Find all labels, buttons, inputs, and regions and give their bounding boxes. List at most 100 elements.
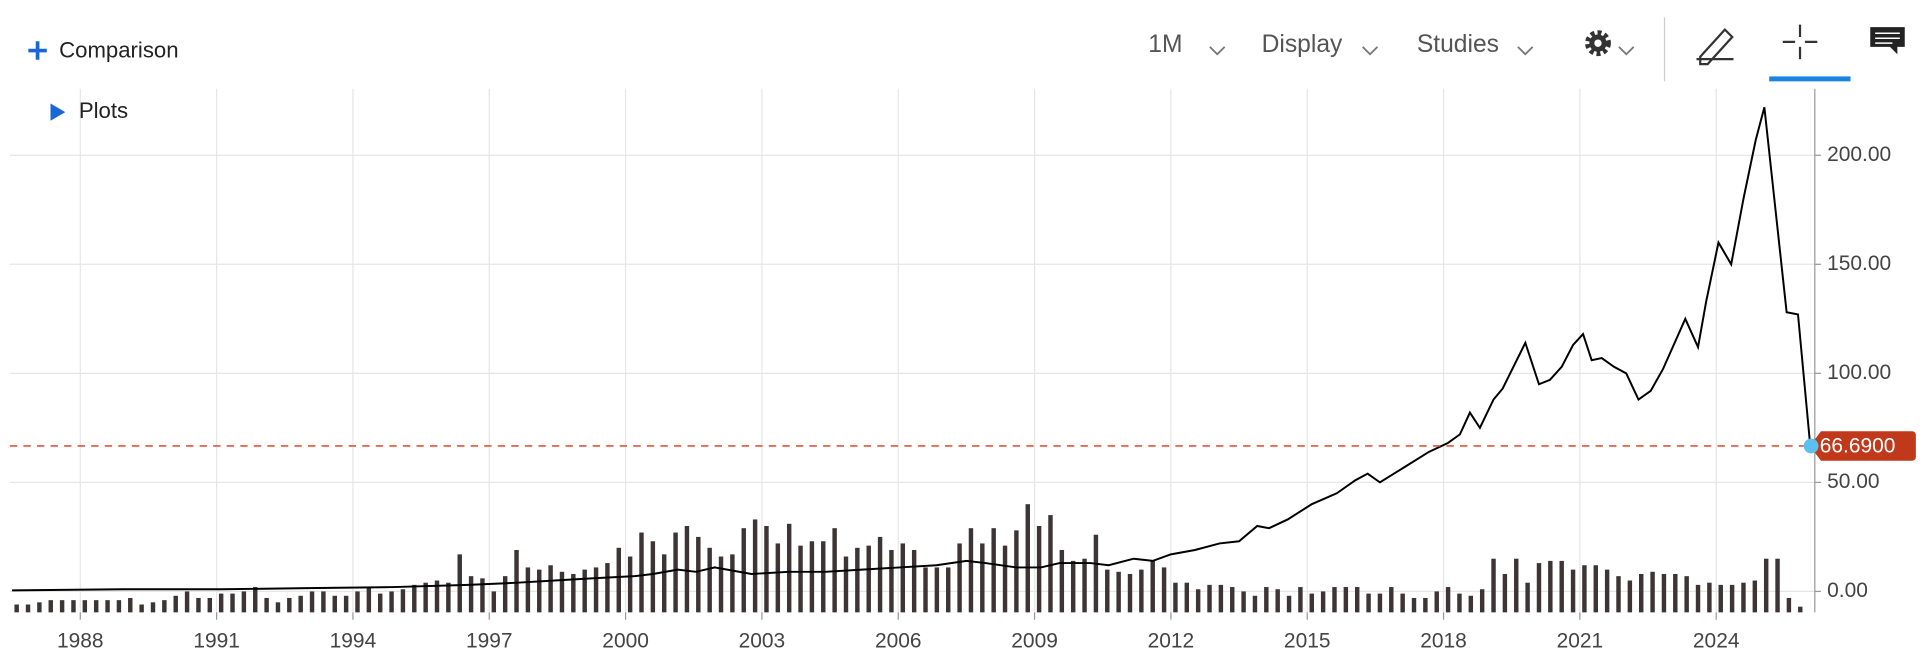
volume-bar bbox=[775, 543, 781, 613]
volume-bar bbox=[548, 565, 553, 613]
volume-bar bbox=[457, 554, 462, 613]
volume-bar bbox=[1048, 515, 1053, 613]
plots-toggle[interactable]: Plots bbox=[50, 98, 129, 123]
volume-bar bbox=[786, 523, 792, 613]
studies-button[interactable]: Studies bbox=[1417, 31, 1499, 58]
volume-bar bbox=[639, 532, 644, 613]
volume-bar bbox=[1070, 560, 1076, 613]
volume-bar bbox=[571, 573, 576, 613]
volume-bar bbox=[696, 536, 701, 613]
volume-bar bbox=[184, 591, 190, 613]
volume-bar bbox=[900, 543, 906, 613]
volume-bar bbox=[889, 549, 894, 613]
x-tick-label: 1994 bbox=[330, 629, 377, 652]
volume-bar bbox=[1514, 558, 1519, 613]
volume-bar bbox=[1343, 587, 1349, 613]
interval-button[interactable]: 1M bbox=[1148, 31, 1182, 58]
volume-bar bbox=[491, 591, 497, 613]
volume-bar bbox=[980, 543, 985, 613]
volume-bar bbox=[82, 600, 88, 613]
volume-bar bbox=[809, 541, 815, 613]
volume-bar bbox=[1173, 582, 1178, 613]
volume-bar bbox=[1786, 597, 1792, 613]
plots-label[interactable]: Plots bbox=[79, 98, 128, 123]
comparison-button[interactable]: Comparison bbox=[59, 38, 178, 63]
volume-bar bbox=[957, 543, 962, 613]
x-tick-label: 1997 bbox=[466, 629, 513, 652]
volume-bar bbox=[309, 591, 315, 613]
volume-bar bbox=[1275, 589, 1280, 613]
volume-bar bbox=[48, 600, 53, 613]
volume-bar bbox=[366, 587, 372, 613]
volume-bar bbox=[1684, 576, 1689, 613]
volume-bar bbox=[1377, 593, 1383, 613]
x-tick-label: 2024 bbox=[1693, 629, 1740, 652]
volume-bar bbox=[253, 587, 258, 613]
volume-bar bbox=[1525, 582, 1530, 613]
volume-bar bbox=[582, 569, 587, 613]
x-tick-label: 1991 bbox=[193, 629, 240, 652]
volume-bar bbox=[37, 602, 42, 613]
display-button[interactable]: Display bbox=[1262, 31, 1343, 58]
price-line bbox=[12, 107, 1812, 592]
volume-bar bbox=[14, 604, 19, 613]
volume-bar bbox=[1332, 587, 1337, 613]
volume-bar bbox=[502, 576, 508, 613]
volume-bar bbox=[1570, 569, 1576, 613]
volume-bar bbox=[525, 567, 531, 613]
volume-bar bbox=[377, 593, 383, 613]
volume-bar bbox=[1536, 563, 1542, 613]
toolbar: Comparison 1M Display Studies bbox=[28, 17, 1905, 82]
crosshair-icon[interactable] bbox=[1782, 24, 1818, 60]
volume-bar bbox=[1354, 587, 1360, 613]
volume-bar bbox=[1502, 573, 1508, 613]
draw-icon[interactable] bbox=[1696, 27, 1734, 66]
volume-bar bbox=[1673, 573, 1678, 613]
volume-bar bbox=[207, 597, 213, 613]
volume-bar bbox=[1661, 573, 1667, 613]
volume-bar bbox=[1025, 504, 1030, 613]
volume-bar bbox=[1423, 597, 1428, 613]
active-tab-indicator bbox=[1769, 76, 1851, 82]
volume-bar bbox=[1400, 593, 1405, 613]
comment-icon[interactable] bbox=[1870, 27, 1905, 55]
volume-bar bbox=[1752, 580, 1758, 613]
x-tick-label: 2003 bbox=[739, 629, 786, 652]
chevron bbox=[1209, 46, 1226, 56]
volume-bar bbox=[128, 597, 133, 613]
volume-bar bbox=[218, 593, 224, 613]
volume-bar bbox=[877, 536, 883, 613]
volume-bar bbox=[241, 591, 247, 613]
volume-bar bbox=[1161, 567, 1167, 613]
volume-bar bbox=[59, 600, 65, 613]
volume-bar bbox=[1741, 582, 1746, 613]
volume-bar bbox=[1195, 589, 1201, 613]
volume-bar bbox=[605, 563, 610, 613]
volume-bar bbox=[1445, 587, 1451, 613]
volume-bar bbox=[93, 600, 99, 613]
x-tick-label: 2006 bbox=[875, 629, 922, 652]
volume-bar bbox=[116, 600, 122, 613]
volume-bar bbox=[798, 545, 803, 613]
chevron bbox=[1361, 46, 1379, 56]
volume-bar bbox=[1593, 565, 1598, 613]
volume-bar bbox=[230, 593, 235, 613]
settings-icon[interactable] bbox=[1585, 30, 1611, 57]
x-tick-label: 2018 bbox=[1420, 629, 1467, 652]
plus-icon[interactable] bbox=[28, 41, 47, 60]
expand-arrow[interactable] bbox=[50, 103, 66, 121]
volume-bar bbox=[1775, 558, 1780, 613]
volume-bar bbox=[684, 525, 690, 613]
volume-bar bbox=[412, 584, 417, 613]
volume-bar bbox=[1411, 597, 1417, 613]
volume-bar bbox=[1548, 560, 1553, 613]
volume-bar bbox=[1059, 549, 1065, 613]
volume-bar bbox=[946, 567, 951, 613]
volume-bar bbox=[287, 597, 292, 613]
x-tick-label: 2015 bbox=[1284, 629, 1331, 652]
volume-bar bbox=[1798, 606, 1803, 613]
volume-bar bbox=[559, 571, 565, 613]
volume-bar bbox=[843, 556, 849, 613]
volume-bar bbox=[423, 582, 428, 613]
volume-bar bbox=[1218, 584, 1224, 613]
